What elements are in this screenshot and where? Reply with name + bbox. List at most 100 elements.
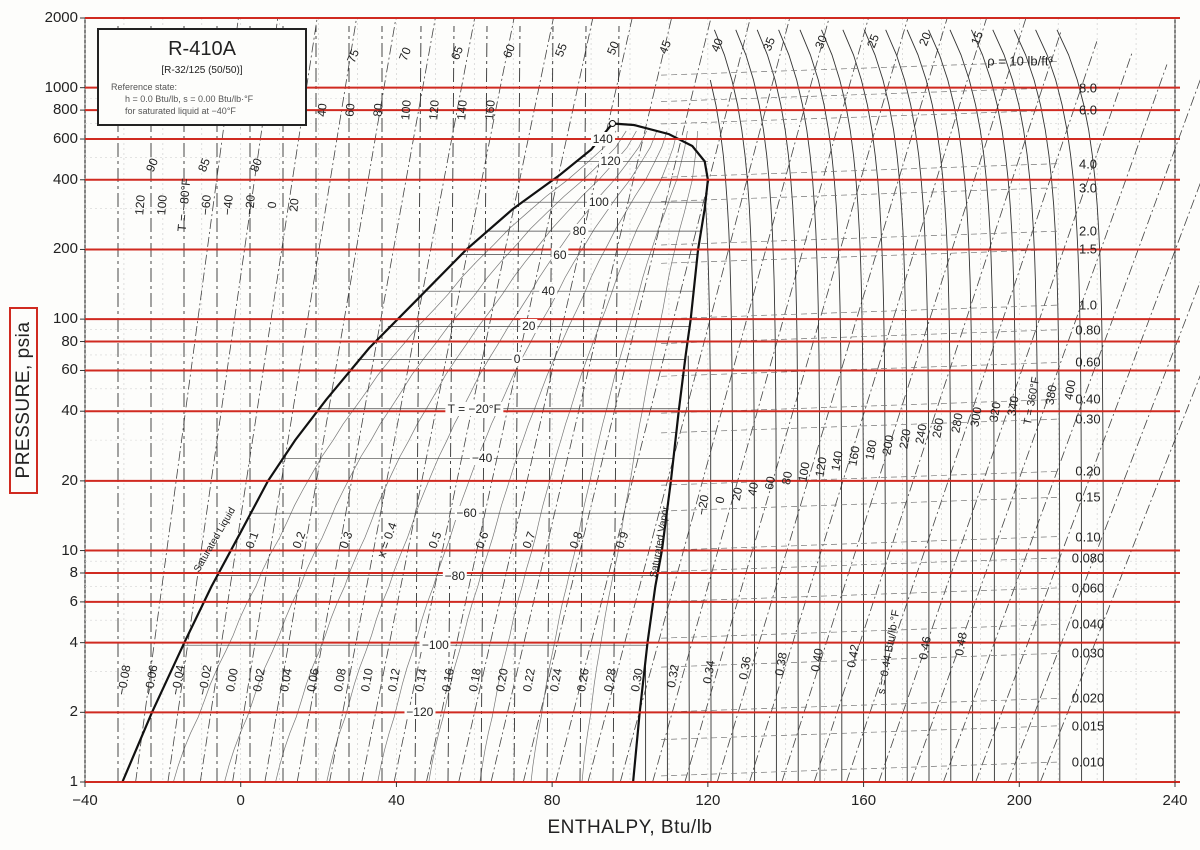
x-tick-label: 240 xyxy=(1162,792,1188,809)
vapor-isotherm xyxy=(735,29,777,782)
isotherm-label: T = −20°F xyxy=(445,401,503,416)
x-tick-label: 80 xyxy=(543,792,561,809)
entropy-line xyxy=(296,18,436,783)
entropy-line xyxy=(361,18,515,783)
liquid-temp-label: 160 xyxy=(482,99,498,121)
liquid-isotherm xyxy=(414,25,422,783)
isochore-line xyxy=(661,87,1059,102)
entropy-line xyxy=(652,18,869,783)
vapor-isotherm xyxy=(1035,29,1083,782)
y-tick-label: 2 xyxy=(69,703,78,721)
density-label: 0.10 xyxy=(1075,529,1101,544)
isochore-line xyxy=(661,249,1059,264)
vapor-temp-label: 220 xyxy=(895,427,914,451)
legend-box: R-410A [R-32/125 (50/50)] Reference stat… xyxy=(97,28,307,126)
density-label: 0.30 xyxy=(1075,411,1101,427)
density-label: 8.0 xyxy=(1078,80,1098,96)
liquid-temp-label: 120 xyxy=(132,194,148,216)
density-label: 1.0 xyxy=(1078,297,1098,313)
vapor-isotherm xyxy=(709,79,734,782)
density-label: 0.60 xyxy=(1075,354,1101,370)
vapor-isotherm xyxy=(949,29,995,782)
density-label: 1.5 xyxy=(1078,241,1098,257)
isotherm-label: 40 xyxy=(539,284,557,299)
entropy-line xyxy=(1007,281,1200,783)
vapor-isotherm xyxy=(970,29,1017,782)
isochore-line xyxy=(661,725,1059,740)
isotherm-label: 20 xyxy=(520,319,538,334)
density-label: 0.030 xyxy=(1071,645,1105,661)
y-tick-label: 10 xyxy=(61,541,78,559)
quality-line xyxy=(581,130,699,783)
isochore-line xyxy=(661,557,1059,573)
x-axis-label: ENTHALPY, Btu/lb xyxy=(547,817,713,838)
density-label: 0.040 xyxy=(1071,616,1105,632)
entropy-line xyxy=(878,52,1133,783)
density-label: 0.15 xyxy=(1075,489,1101,505)
y-tick-label: 100 xyxy=(52,310,78,328)
reference-state-line-1: Reference state: xyxy=(111,82,178,92)
entropy-line xyxy=(135,18,239,783)
vapor-isotherm xyxy=(778,29,821,782)
x-tick-label: 120 xyxy=(695,792,721,809)
vapor-isotherm xyxy=(756,29,799,782)
entropy-line xyxy=(684,18,909,783)
density-label: 2.0 xyxy=(1078,223,1098,239)
liquid-temp-label: −20 xyxy=(242,194,258,216)
isotherm-label: 0 xyxy=(511,352,523,367)
y-tick-label: 60 xyxy=(61,361,78,379)
density-label: 3.0 xyxy=(1078,180,1098,196)
vapor-temp-label: 320 xyxy=(985,400,1004,423)
isochore-line xyxy=(661,187,1059,202)
isotherm-label: −40 xyxy=(469,451,495,466)
entropy-line xyxy=(232,18,357,783)
liquid-temp-label: 0 xyxy=(264,201,280,209)
entropy-line xyxy=(1039,375,1200,783)
isochore-line xyxy=(661,329,1059,344)
isochore-line xyxy=(661,399,1059,414)
density-label: 0.80 xyxy=(1075,322,1101,338)
vapor-temp-label: 20 xyxy=(728,486,745,502)
isotherm-label: 80 xyxy=(570,224,589,239)
liquid-temp-label: −60 xyxy=(198,194,214,216)
density-label: 0.060 xyxy=(1071,580,1105,596)
density-label: 6.0 xyxy=(1078,102,1098,118)
isochore-line xyxy=(661,536,1059,551)
isochore-line xyxy=(661,418,1059,434)
entropy-line xyxy=(910,64,1168,783)
vapor-isotherm xyxy=(799,29,843,782)
density-label: 4.0 xyxy=(1078,156,1098,172)
isotherm-label: −100 xyxy=(419,638,451,653)
x-tick-label: 40 xyxy=(388,792,405,809)
vapor-isotherm xyxy=(687,355,690,782)
entropy-line xyxy=(619,18,830,783)
vapor-isotherm xyxy=(885,29,930,782)
entropy-line xyxy=(555,18,751,783)
entropy-line xyxy=(846,41,1098,783)
saturated-liquid-curve xyxy=(121,122,614,783)
liquid-temp-label: 100 xyxy=(398,99,414,121)
liquid-temp-label: −40 xyxy=(220,194,236,216)
entropy-line xyxy=(975,182,1200,783)
isochore-line xyxy=(661,697,1059,713)
y-tick-label: 4 xyxy=(69,633,78,651)
density-label: 0.010 xyxy=(1071,754,1105,770)
vapor-temp-label: 80 xyxy=(778,469,796,486)
critical-point xyxy=(608,120,616,128)
isotherm-label: 100 xyxy=(586,195,611,210)
liquid-temp-label: 80 xyxy=(370,102,386,118)
isotherm-label: −80 xyxy=(442,568,467,583)
isochore-line xyxy=(661,362,1059,377)
chart-title: R-410A xyxy=(168,38,236,60)
isochore-line xyxy=(661,109,1059,125)
vapor-temp-label: 400 xyxy=(1061,378,1079,401)
y-tick-label: 1 xyxy=(69,773,78,790)
vapor-isotherm xyxy=(863,29,908,782)
vapor-temp-label: 200 xyxy=(879,433,897,456)
isochore-line xyxy=(661,163,1059,178)
isochore-line xyxy=(661,61,1059,76)
entropy-line xyxy=(393,18,554,783)
vapor-isotherm xyxy=(1056,29,1104,782)
y-tick-label: 600 xyxy=(52,130,78,148)
